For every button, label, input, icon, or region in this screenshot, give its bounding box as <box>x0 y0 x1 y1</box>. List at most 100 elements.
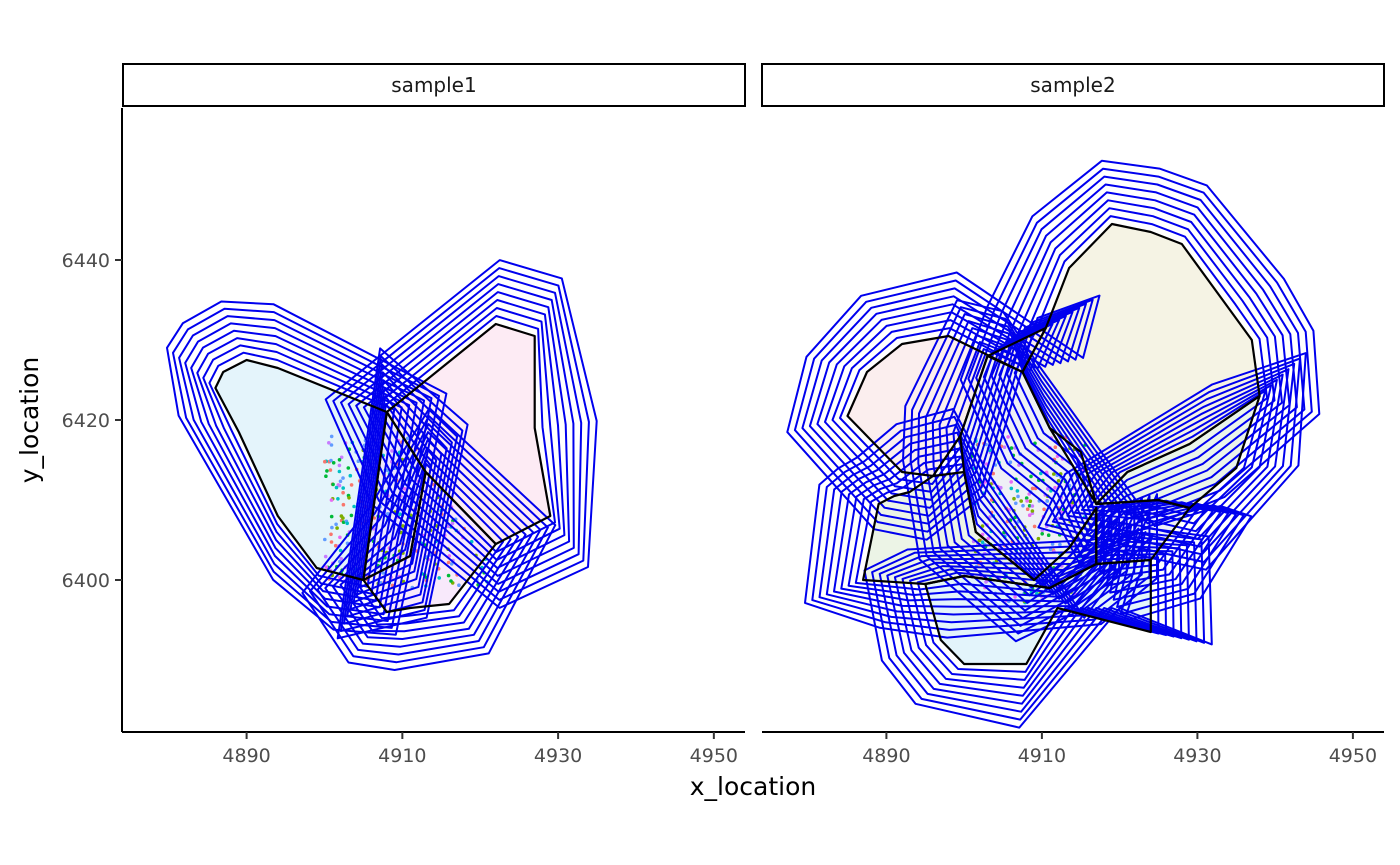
expanded-boundary-4-8 <box>1037 352 1307 571</box>
cell-boundary-5 <box>924 558 1152 666</box>
expanded-boundary-2-5 <box>808 295 1081 517</box>
transcript-point <box>341 476 345 480</box>
transcript-point <box>390 583 395 588</box>
expanded-boundary-4-7 <box>1044 357 1301 563</box>
expanded-boundary-3-5 <box>324 431 534 648</box>
transcript-point <box>341 520 346 524</box>
transcript-point <box>341 502 346 507</box>
transcript-point <box>1009 486 1014 491</box>
strip-background-sample2 <box>761 63 1385 107</box>
transcript-point <box>1021 503 1025 508</box>
transcript-point <box>338 535 342 540</box>
expanded-boundary-4-4 <box>1066 373 1284 540</box>
transcript-point <box>329 443 334 447</box>
expanded-boundary-2-4 <box>349 379 448 611</box>
transcript-point <box>1029 474 1033 479</box>
cell-boundary-4 <box>385 322 552 546</box>
x-ticks-sample2: 4890 4910 4930 4950 <box>862 732 1377 767</box>
cell-fill-1 <box>215 360 387 580</box>
transcript-point <box>339 514 344 518</box>
expanded-boundary-2-1 <box>359 403 432 589</box>
transcript-point <box>980 524 985 528</box>
transcript-point <box>1058 542 1062 547</box>
transcript-point <box>323 459 327 464</box>
transcript-point <box>977 538 982 543</box>
transcript-point <box>348 473 353 478</box>
transcript-point <box>398 512 402 516</box>
transcript-point <box>1030 486 1035 491</box>
x-tick-label: 4930 <box>1173 745 1221 767</box>
transcript-point <box>1052 472 1056 476</box>
transcript-point <box>1019 499 1023 503</box>
transcript-point <box>1002 445 1007 450</box>
transcript-point <box>1008 460 1013 465</box>
transcript-point <box>390 449 394 453</box>
transcript-point <box>341 490 345 495</box>
x-tick-label: 4950 <box>690 745 738 767</box>
expanded-boundary-4-1 <box>1088 389 1267 517</box>
transcript-point <box>1013 595 1017 599</box>
transcript-point <box>334 522 338 527</box>
expanded-boundary-6-3 <box>938 334 1214 604</box>
panel-sample1: sample1 4890 4910 4930 4950 6400 6420 6440 <box>62 63 746 767</box>
transcript-point <box>1039 471 1043 476</box>
transcript-point <box>328 468 333 472</box>
transcript-point <box>329 498 334 502</box>
transcript-point <box>1009 446 1014 450</box>
transcript-point <box>449 562 454 566</box>
transcript-point <box>1053 445 1058 450</box>
transcript-point <box>356 459 361 464</box>
transcript-point <box>372 516 377 520</box>
transcript-point <box>346 466 351 470</box>
cell-boundary-1 <box>214 358 388 582</box>
transcript-point <box>1028 499 1033 504</box>
expanded-boundary-4-7 <box>332 267 590 601</box>
transcript-point <box>341 486 346 490</box>
transcript-point <box>1040 532 1044 536</box>
transcript-point <box>337 483 342 488</box>
expanded-boundary-3-2 <box>347 455 512 626</box>
transcript-point <box>327 441 331 445</box>
transcript-point <box>349 483 354 487</box>
expanded-boundary-1-3 <box>196 337 411 602</box>
transcript-point <box>329 434 334 439</box>
y-ticks: 6400 6420 6440 <box>62 250 122 592</box>
transcript-point <box>446 560 451 565</box>
expanded-boundary-5-5 <box>886 540 1190 705</box>
transcript-point <box>329 458 333 463</box>
transcript-point <box>339 455 344 460</box>
x-tick-label: 4910 <box>378 745 426 767</box>
transcript-point <box>437 576 442 580</box>
transcript-point <box>402 487 407 491</box>
expanded-boundary-1-1 <box>208 351 396 588</box>
expanded-boundary-5-8 <box>863 527 1213 729</box>
expanded-boundary-1-5 <box>184 322 426 616</box>
transcript-point <box>335 526 339 530</box>
transcript-point <box>330 525 334 530</box>
y-tick-label: 6440 <box>62 250 110 272</box>
transcript-point <box>324 474 328 479</box>
transcript-point <box>446 573 451 578</box>
expanded-boundary-4-3 <box>1073 378 1278 533</box>
transcript-point <box>980 532 985 537</box>
x-tick-label: 4950 <box>1329 745 1377 767</box>
transcript-point <box>988 515 992 519</box>
expanded-boundary-1-7 <box>172 307 440 629</box>
transcript-point <box>1006 435 1010 439</box>
expanded-boundary-6-4 <box>931 327 1222 612</box>
transcript-point <box>401 524 405 528</box>
transcript-point <box>1027 513 1032 517</box>
transcript-point <box>450 521 455 526</box>
transcript-point <box>1046 533 1051 537</box>
cell-boundary-6 <box>959 354 1191 582</box>
transcript-point <box>405 436 410 441</box>
transcript-point <box>1025 499 1029 503</box>
expanded-boundary-2-3 <box>824 311 1067 501</box>
expanded-boundary-4-8 <box>324 259 598 609</box>
x-axis-title: x_location <box>690 772 817 801</box>
transcript-point <box>333 543 338 548</box>
transcript-point <box>1053 485 1057 490</box>
transcript-point <box>1045 499 1050 503</box>
expanded-boundary-4-5 <box>1059 368 1290 548</box>
expanded-boundary-1-4 <box>190 329 418 609</box>
